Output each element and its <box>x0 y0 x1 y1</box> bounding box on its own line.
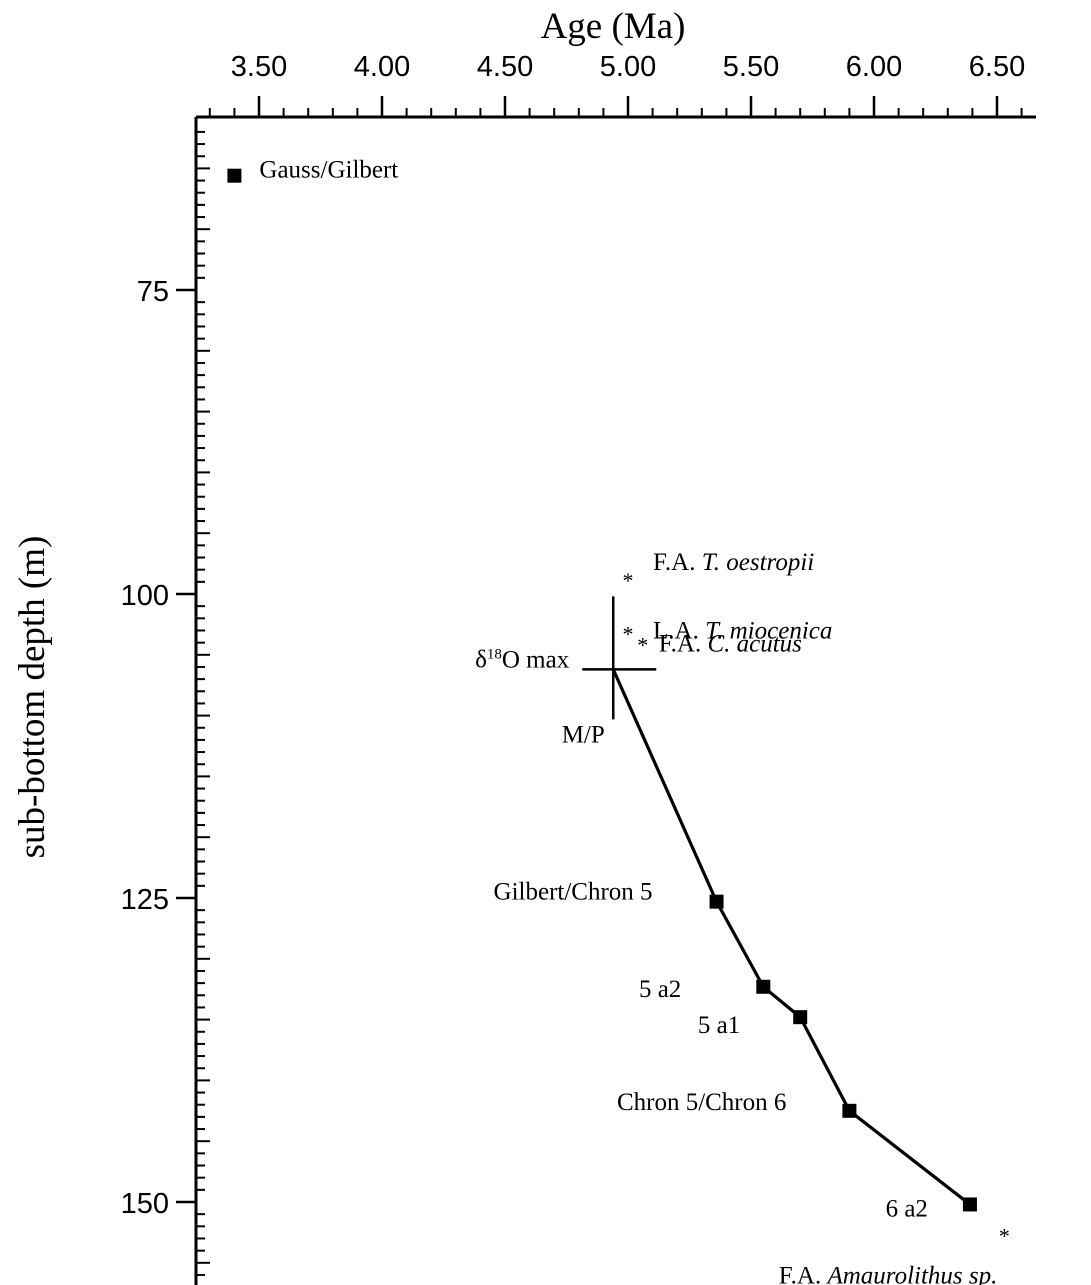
series-line <box>611 668 971 1206</box>
x-tick-label: 5.00 <box>600 51 656 83</box>
datum-label: F.A. C. acutus <box>659 631 802 658</box>
x-tick-label: 4.00 <box>354 51 410 83</box>
star-marker: * <box>999 1224 1010 1249</box>
x-axis-title: Age (Ma) <box>541 6 686 47</box>
data-markers: ** ** <box>227 168 1010 1249</box>
datum-label-prefix: L.A. <box>653 618 705 645</box>
datum-label-prefix: F.A. <box>653 549 702 576</box>
x-tick-label: 4.50 <box>477 51 533 83</box>
datum-label-prefix: F.A. <box>659 631 708 658</box>
y-tick-label: 125 <box>121 884 169 916</box>
star-marker: * <box>623 622 634 647</box>
isotope-delta: δ <box>475 646 487 673</box>
square-marker <box>793 1010 808 1025</box>
x-tick-label: 6.50 <box>969 51 1025 83</box>
data-point-label: 6 a2 <box>886 1195 928 1222</box>
data-point-label: Gauss/Gilbert <box>259 157 398 184</box>
y-tick-label: 75 <box>137 276 169 308</box>
y-axis-ticks <box>176 130 210 1276</box>
datum-label: F.A. Amaurolithus sp. <box>779 1263 998 1285</box>
y-tick-label: 150 <box>121 1188 169 1220</box>
data-point-label: 5 a1 <box>698 1012 740 1039</box>
x-tick-label: 6.00 <box>846 51 902 83</box>
datum-label-prefix: F.A. <box>779 1263 828 1285</box>
isotope-superscript: 18 <box>487 646 502 662</box>
y-axis-title: sub-bottom depth (m) <box>12 536 53 859</box>
x-tick-label: 3.50 <box>231 51 287 83</box>
x-axis-ticks <box>208 96 1023 117</box>
mp-boundary-label: M/P <box>562 721 605 748</box>
square-marker <box>709 894 724 909</box>
datum-label-taxon: T. oestropii <box>702 549 815 576</box>
x-tick-label: 5.50 <box>723 51 779 83</box>
data-point-label: Chron 5/Chron 6 <box>617 1089 786 1116</box>
star-marker: * <box>637 633 648 658</box>
square-marker <box>227 168 242 183</box>
x-axis-tick-labels: 3.50 4.00 4.50 5.00 5.50 6.00 6.50 <box>231 51 1025 83</box>
star-marker: * <box>623 568 634 593</box>
y-tick-label: 100 <box>121 580 169 612</box>
datum-label: F.A. T. oestropii <box>653 549 814 576</box>
isotope-max-label: δ18O max <box>475 646 570 673</box>
data-point-label: 5 a2 <box>639 976 681 1003</box>
mp-boundary-marker: M/P δ18O max <box>475 596 657 748</box>
data-point-label: Gilbert/Chron 5 <box>494 879 653 906</box>
datum-label-taxon: Amaurolithus sp. <box>825 1263 997 1285</box>
datum-label-taxon: T. miocenica <box>705 618 832 645</box>
datum-label-taxon: C. acutus <box>707 631 801 658</box>
isotope-suffix: O max <box>502 646 570 673</box>
age-depth-line <box>611 668 971 1206</box>
y-axis-tick-labels: 75 100 125 150 <box>121 276 169 1220</box>
square-marker <box>756 979 771 994</box>
square-marker <box>842 1103 857 1118</box>
datum-label: L.A. T. miocenica <box>653 618 832 645</box>
data-point-labels: Gilbert/Chron 5 5 a2 5 a1 Chron 5/Chron 6 6 … <box>259 157 997 1285</box>
square-marker <box>962 1197 977 1212</box>
